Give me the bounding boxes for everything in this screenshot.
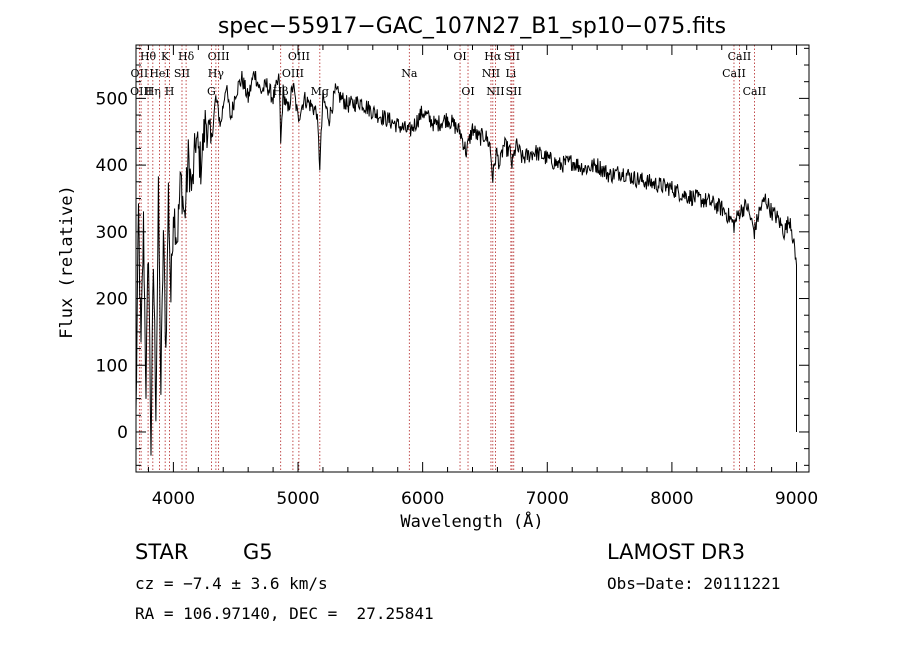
line-marker-label: CaII	[722, 67, 746, 80]
line-marker-label: Hβ	[273, 85, 289, 98]
spectrum-series	[135, 70, 797, 456]
x-tick-label: 8000	[650, 489, 693, 509]
line-marker-label: OI	[461, 85, 474, 98]
line-marker-label: OII	[131, 67, 149, 80]
line-marker-label: SII	[174, 67, 190, 80]
y-tick-label: 100	[96, 356, 128, 376]
x-tick-label: 7000	[526, 489, 569, 509]
line-marker-label: SII	[504, 50, 520, 63]
y-tick-label: 200	[96, 290, 128, 310]
line-marker-label: OIII	[208, 50, 230, 63]
object-subclass: G5	[243, 540, 273, 564]
line-marker-label: NII	[486, 85, 504, 98]
x-tick-label: 4000	[152, 489, 195, 509]
line-marker-label: Na	[401, 67, 418, 80]
line-marker-label: OIII	[288, 50, 310, 63]
line-marker-label: CaII	[728, 50, 752, 63]
y-axis-label: Flux (relative)	[57, 185, 77, 339]
x-axis-label: Wavelength (Å)	[400, 510, 543, 532]
line-marker-label: SII	[506, 85, 522, 98]
y-tick-label: 500	[96, 89, 128, 109]
line-marker-label: Mg	[311, 85, 329, 98]
redshift-velocity: cz = −7.4 ± 3.6 km/s	[135, 574, 328, 593]
line-marker-label: Li	[505, 67, 516, 80]
ra-dec-coordinates: RA = 106.97140, DEC = 27.25841	[135, 604, 434, 623]
line-marker-label: Hγ	[208, 67, 225, 80]
line-marker-label: OIII	[282, 67, 304, 80]
y-tick-label: 400	[96, 156, 128, 176]
x-tick-label: 6000	[401, 489, 444, 509]
x-tick-label: 9000	[775, 489, 818, 509]
line-marker-label: CaII	[743, 85, 767, 98]
observation-date: Obs−Date: 20111221	[607, 574, 781, 593]
axes: 4000 5000 6000 7000 8000 9000 0 100 200 300 400 500	[96, 45, 818, 509]
line-marker-label: K	[161, 50, 170, 63]
line-marker-label: OI	[453, 50, 466, 63]
chart-title: spec−55917−GAC_107N27_B1_sp10−075.fits	[218, 14, 726, 39]
y-tick-label: 300	[96, 223, 128, 243]
x-tick-label: 5000	[276, 489, 319, 509]
line-marker-label: Hα	[484, 50, 502, 63]
y-tick-label: 0	[117, 423, 128, 443]
line-marker-label: Hθ	[140, 50, 157, 63]
line-marker-label: H	[165, 85, 175, 98]
line-marker-label: G	[207, 85, 216, 98]
line-marker-label: Hη	[145, 85, 161, 98]
line-marker-label: HeI	[149, 67, 169, 80]
plot-frame	[135, 44, 810, 473]
object-class: STAR	[135, 540, 189, 564]
survey-name: LAMOST DR3	[607, 540, 746, 564]
line-marker-label: Hδ	[178, 50, 195, 63]
line-marker-label: NII	[482, 67, 500, 80]
spectrum-line	[135, 70, 797, 456]
